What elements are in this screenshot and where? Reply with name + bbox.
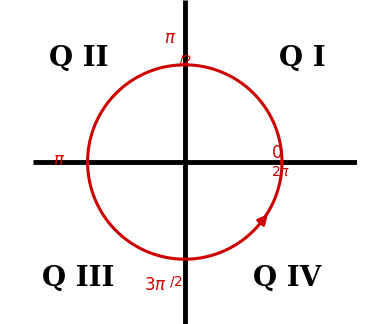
Text: $2\pi$: $2\pi$ (271, 165, 290, 179)
Text: $\pi$: $\pi$ (165, 30, 177, 47)
Text: $/2$: $/2$ (168, 274, 182, 289)
Text: $/2$: $/2$ (178, 53, 192, 68)
Text: $\pi$: $\pi$ (53, 152, 65, 169)
Text: $0$: $0$ (271, 145, 282, 162)
Text: Q IV: Q IV (253, 265, 321, 292)
Text: $3\pi$: $3\pi$ (144, 277, 167, 294)
Text: Q II: Q II (49, 45, 108, 72)
Text: Q I: Q I (279, 45, 325, 72)
Text: Q III: Q III (42, 265, 115, 292)
